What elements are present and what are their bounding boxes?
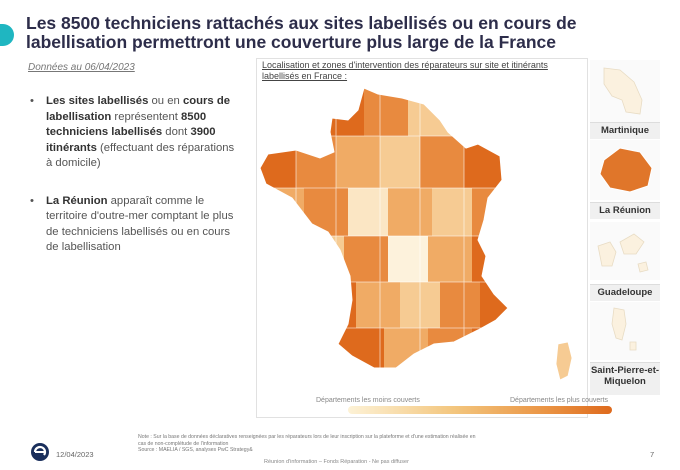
bullet-item-reunion: La Réunion apparaît comme le territoire … xyxy=(30,194,236,256)
bullet-text-part: ou en xyxy=(148,95,183,107)
guadeloupe-label: Guadeloupe xyxy=(590,284,660,301)
saint-pierre-map-panel xyxy=(590,302,660,360)
martinique-map-panel xyxy=(590,60,660,122)
footer-confidentiality: Réunion d'information – Fonds Réparation… xyxy=(264,459,409,465)
bullet-text-part: cours de labellisation xyxy=(46,95,231,123)
martinique-shape xyxy=(603,67,643,115)
martinique-label: Martinique xyxy=(590,122,660,139)
footer-note-line: Note : Sur la base de données déclarativ… xyxy=(138,434,476,440)
legend-low-label: Départements les moins couverts xyxy=(316,397,420,404)
footer-note-line: Source : MAELIA / SGS, analyses PwC Stra… xyxy=(138,447,253,453)
saint-pierre-shape xyxy=(611,307,637,351)
footer-note: Note : Sur la base de données déclarativ… xyxy=(138,434,558,454)
legend-high-label: Départements les plus couverts xyxy=(510,397,609,404)
bullet-text-part: 3900 itinérants xyxy=(46,126,216,154)
footer-note-line: cas de non-complétude de l'information xyxy=(138,440,229,447)
footer-date: 12/04/2023 xyxy=(56,450,94,459)
bullet-text-part: 8500 techniciens labellisés xyxy=(46,110,207,139)
bullet-text-part: apparaît comme le territoire d'outre-mer… xyxy=(46,194,234,254)
map-caption: Localisation et zones d'intervention des… xyxy=(262,60,548,81)
slide-title: Les 8500 techniciens rattachés aux sites… xyxy=(26,13,577,52)
ecosystem-logo-icon xyxy=(31,443,49,461)
data-date-subtitle: Données au 06/04/2023 xyxy=(28,62,135,73)
bullet-item-sites: Les sites labellisés ou en cours de labe… xyxy=(30,94,236,172)
bullet-text-part: dont xyxy=(162,126,191,138)
bullet-text-part: représentent xyxy=(111,110,182,123)
map-frame xyxy=(256,58,588,418)
reunion-shape xyxy=(599,147,653,193)
bullet-list: Les sites labellisés ou en cours de labe… xyxy=(30,94,236,278)
accent-tab xyxy=(0,24,14,46)
bullet-text-part: La Réunion xyxy=(46,194,108,207)
guadeloupe-map-panel xyxy=(590,222,660,280)
guadeloupe-shape xyxy=(597,233,649,273)
coverage-gradient-legend xyxy=(348,406,612,414)
reunion-label: La Réunion xyxy=(590,202,660,219)
bullet-text-part: (effectuant des réparations à domicile) xyxy=(46,141,235,170)
reunion-map-panel xyxy=(590,140,660,200)
france-choropleth-map xyxy=(259,87,573,381)
saint-pierre-label: Saint-Pierre-et-Miquelon xyxy=(590,362,660,395)
bullet-text-part: Les sites labellisés xyxy=(46,95,149,107)
page-number: 7 xyxy=(650,450,655,459)
